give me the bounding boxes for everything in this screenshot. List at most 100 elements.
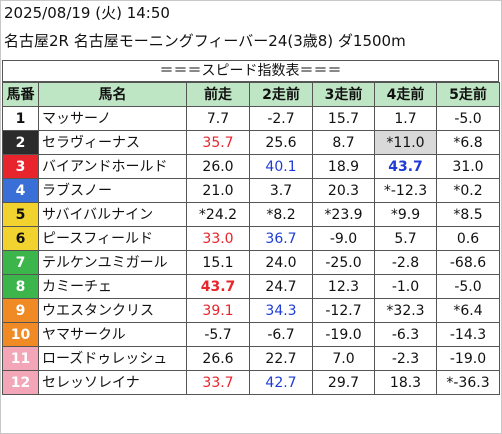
horse-number: 8	[2, 274, 39, 299]
speed-index-value: 31.0	[436, 154, 500, 179]
horse-number: 9	[2, 298, 39, 323]
col-header-4-races-ago: 4走前	[374, 82, 437, 107]
horse-name: カミーチェ	[38, 274, 187, 299]
table-row: 3 バイアンドホールド 26.0 40.1 18.9 43.7 31.0	[2, 154, 500, 179]
horse-name: ヤマサークル	[38, 322, 187, 347]
horse-number: 2	[2, 130, 39, 155]
speed-index-value: *-36.3	[436, 370, 500, 395]
speed-index-value: 1.7	[374, 106, 437, 131]
speed-index-value: *6.4	[436, 298, 500, 323]
horse-number: 6	[2, 226, 39, 251]
speed-index-value: -5.0	[436, 106, 500, 131]
speed-index-value: 40.1	[249, 154, 313, 179]
speed-index-value: *23.9	[312, 202, 375, 227]
speed-index-value: 26.6	[186, 346, 250, 371]
horse-name: サバイバルナイン	[38, 202, 187, 227]
horse-name: ラブスノー	[38, 178, 187, 203]
horse-name: バイアンドホールド	[38, 154, 187, 179]
speed-index-value: -6.7	[249, 322, 313, 347]
speed-index-value: 3.7	[249, 178, 313, 203]
speed-index-value: -14.3	[436, 322, 500, 347]
col-header-number: 馬番	[2, 82, 39, 107]
speed-index-value: 12.3	[312, 274, 375, 299]
speed-index-value: 33.0	[186, 226, 250, 251]
horse-number: 11	[2, 346, 39, 371]
speed-index-value: 8.7	[312, 130, 375, 155]
table-row: 12 セレッソレイナ 33.7 42.7 29.7 18.3 *-36.3	[2, 370, 500, 395]
speed-index-value: -2.8	[374, 250, 437, 275]
speed-index-table: 馬番 馬名 前走 2走前 3走前 4走前 5走前 1 マッサーノ 7.7 -2.7 15…	[2, 82, 500, 395]
col-header-3-races-ago: 3走前	[312, 82, 375, 107]
race-datetime: 2025/08/19 (火) 14:50	[4, 4, 170, 22]
speed-index-value: -68.6	[436, 250, 500, 275]
horse-name: マッサーノ	[38, 106, 187, 131]
speed-index-value: *32.3	[374, 298, 437, 323]
speed-index-value: 24.0	[249, 250, 313, 275]
speed-index-value: -5.0	[436, 274, 500, 299]
speed-index-value: 25.6	[249, 130, 313, 155]
speed-index-value: *-12.3	[374, 178, 437, 203]
speed-index-value: *0.2	[436, 178, 500, 203]
table-row: 11 ローズドゥレッシュ 26.6 22.7 7.0 -2.3 -19.0	[2, 346, 500, 371]
speed-index-value: 35.7	[186, 130, 250, 155]
speed-index-value: *9.9	[374, 202, 437, 227]
speed-index-value: -9.0	[312, 226, 375, 251]
speed-index-value: 33.7	[186, 370, 250, 395]
speed-index-value: 34.3	[249, 298, 313, 323]
speed-index-value: *6.8	[436, 130, 500, 155]
table-row: 10 ヤマサークル -5.7 -6.7 -19.0 -6.3 -14.3	[2, 322, 500, 347]
speed-index-value: *24.2	[186, 202, 250, 227]
speed-index-value: 36.7	[249, 226, 313, 251]
speed-index-value: 21.0	[186, 178, 250, 203]
table-header-row: 馬番 馬名 前走 2走前 3走前 4走前 5走前	[2, 82, 500, 107]
horse-number: 7	[2, 250, 39, 275]
speed-index-value: -19.0	[312, 322, 375, 347]
col-header-last-race: 前走	[186, 82, 250, 107]
horse-name: セレッソレイナ	[38, 370, 187, 395]
horse-number: 3	[2, 154, 39, 179]
horse-number: 1	[2, 106, 39, 131]
speed-index-value: 7.7	[186, 106, 250, 131]
speed-index-value: 18.9	[312, 154, 375, 179]
horse-name: ピースフィールド	[38, 226, 187, 251]
speed-index-value: 43.7	[374, 154, 437, 179]
speed-index-value: -12.7	[312, 298, 375, 323]
speed-index-value: 20.3	[312, 178, 375, 203]
speed-index-value: 5.7	[374, 226, 437, 251]
speed-index-value: 39.1	[186, 298, 250, 323]
table-row: 7 テルケンユミガール 15.1 24.0 -25.0 -2.8 -68.6	[2, 250, 500, 275]
horse-number: 12	[2, 370, 39, 395]
table-row: 5 サバイバルナイン *24.2 *8.2 *23.9 *9.9 *8.5	[2, 202, 500, 227]
speed-index-value: 43.7	[186, 274, 250, 299]
speed-index-value: 26.0	[186, 154, 250, 179]
speed-index-value: 29.7	[312, 370, 375, 395]
race-info: 名古屋2R 名古屋モーニングフィーバー24(3歳8) ダ1500m	[4, 32, 406, 50]
speed-index-value: 15.7	[312, 106, 375, 131]
horse-name: ローズドゥレッシュ	[38, 346, 187, 371]
speed-index-value: -19.0	[436, 346, 500, 371]
speed-index-value: -5.7	[186, 322, 250, 347]
speed-index-value: *11.0	[374, 130, 437, 155]
speed-index-value: 18.3	[374, 370, 437, 395]
col-header-horse-name: 馬名	[38, 82, 187, 107]
table-row: 6 ピースフィールド 33.0 36.7 -9.0 5.7 0.6	[2, 226, 500, 251]
speed-index-value: 42.7	[249, 370, 313, 395]
horse-name: セラヴィーナス	[38, 130, 187, 155]
horse-name: ウエスタンクリス	[38, 298, 187, 323]
table-row: 8 カミーチェ 43.7 24.7 12.3 -1.0 -5.0	[2, 274, 500, 299]
col-header-5-races-ago: 5走前	[436, 82, 500, 107]
col-header-2-races-ago: 2走前	[249, 82, 313, 107]
horse-number: 10	[2, 322, 39, 347]
speed-index-value: *8.5	[436, 202, 500, 227]
speed-index-value: 22.7	[249, 346, 313, 371]
table-row: 9 ウエスタンクリス 39.1 34.3 -12.7 *32.3 *6.4	[2, 298, 500, 323]
speed-index-value: -2.3	[374, 346, 437, 371]
speed-index-value: 7.0	[312, 346, 375, 371]
horse-number: 5	[2, 202, 39, 227]
speed-index-value: 0.6	[436, 226, 500, 251]
speed-index-value: -1.0	[374, 274, 437, 299]
horse-name: テルケンユミガール	[38, 250, 187, 275]
table-title: ＝＝＝スピード指数表＝＝＝	[2, 60, 499, 82]
speed-index-value: 24.7	[249, 274, 313, 299]
